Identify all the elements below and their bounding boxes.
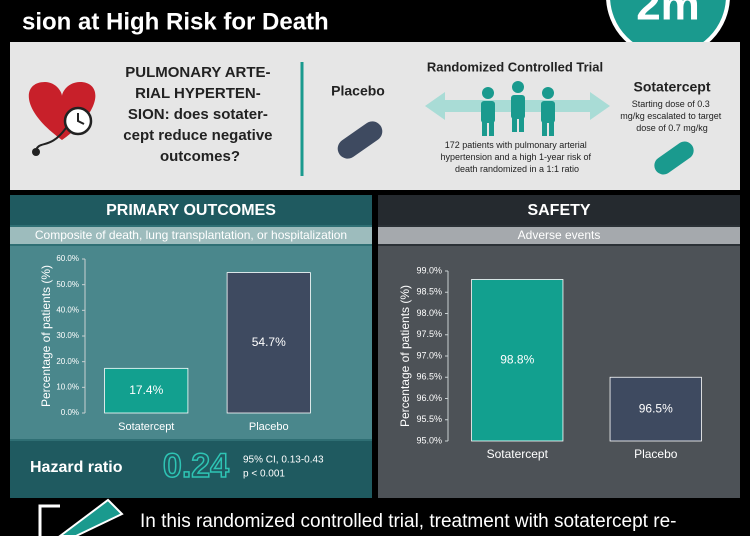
bar (609, 376, 702, 442)
line: SION: does sotater- (128, 106, 268, 123)
y-tick-label: 96.0% (416, 393, 442, 403)
safety-subtitle-bar (378, 227, 740, 244)
y-tick-label: 99.0% (416, 265, 442, 275)
page-title: sion at High Risk for Death (22, 8, 329, 35)
line: PULMONARY ARTE- (125, 64, 270, 81)
bar (471, 279, 564, 442)
line: 172 patients with pulmonary arterial (445, 140, 587, 150)
panel-title: SAFETY (527, 202, 590, 219)
hazard-label: Hazard ratio (30, 459, 123, 476)
safety-header (378, 195, 740, 225)
y-tick-label: 30.0% (56, 331, 79, 340)
dose-description: Starting dose of 0.3 mg/kg escalated to … (620, 99, 724, 133)
panel-subtitle: Adverse events (518, 228, 601, 242)
primary-chart-area (10, 246, 372, 439)
x-tick-label: Sotatercept (118, 421, 174, 433)
y-axis-label: Percentage of patients (%) (398, 285, 412, 427)
panel-subtitle: Composite of death, lung transplantation… (35, 228, 347, 242)
x-tick-label: Sotatercept (487, 447, 549, 461)
logo-text: 2m (636, 0, 700, 30)
y-tick-label: 98.5% (416, 287, 442, 297)
bar (104, 367, 189, 414)
intro-question: PULMONARY ARTE- RIAL HYPERTEN- SION: doe… (123, 64, 276, 165)
hazard-p: p < 0.001 (243, 469, 285, 480)
y-tick-label: 50.0% (56, 280, 79, 289)
y-tick-label: 20.0% (56, 357, 79, 366)
pen-icon (38, 498, 124, 536)
sotatercept-label: Sotatercept (633, 79, 710, 95)
heart-icon (28, 82, 96, 156)
y-tick-label: 95.0% (416, 435, 442, 445)
placebo-label: Placebo (331, 83, 385, 99)
line: death randomized in a 1:1 ratio (455, 164, 579, 174)
bar (226, 272, 311, 414)
value-label: 98.8% (500, 352, 534, 366)
intro-panel (10, 42, 740, 190)
value-label: 96.5% (639, 401, 673, 415)
sotatercept-pill (654, 141, 694, 175)
y-tick-label: 97.0% (416, 350, 442, 360)
y-tick-label: 10.0% (56, 382, 79, 391)
trial-description: 172 patients with pulmonary arterial hyp… (440, 140, 593, 174)
line: outcomes? (160, 148, 240, 165)
trial-title: Randomized Controlled Trial (427, 59, 603, 74)
panel-title: PRIMARY OUTCOMES (106, 202, 276, 219)
y-tick-label: 0.0% (61, 408, 79, 417)
line: dose of 0.7 mg/kg (636, 123, 708, 133)
y-tick-label: 97.5% (416, 329, 442, 339)
line: RIAL HYPERTEN- (135, 85, 261, 102)
value-label: 54.7% (252, 335, 286, 349)
y-tick-label: 96.5% (416, 372, 442, 382)
hazard-value: 0.24 (163, 447, 229, 485)
placebo-pill (337, 121, 383, 159)
y-tick-label: 40.0% (56, 305, 79, 314)
hazard-ci: 95% CI, 0.13-0.43 (243, 455, 324, 466)
primary-header (10, 195, 372, 225)
hazard-row (10, 441, 372, 498)
line: Starting dose of 0.3 (632, 99, 710, 109)
line: cept reduce negative (123, 127, 272, 144)
line: mg/kg escalated to target (620, 111, 722, 121)
value-label: 17.4% (129, 383, 163, 397)
y-tick-label: 60.0% (56, 254, 79, 263)
x-tick-label: Placebo (249, 421, 289, 433)
y-tick-label: 98.0% (416, 308, 442, 318)
x-tick-label: Placebo (634, 447, 678, 461)
people-icon (425, 81, 610, 136)
y-tick-label: 95.5% (416, 414, 442, 424)
footer-text: In this randomized controlled trial, tre… (140, 511, 676, 532)
y-axis-label: Percentage of patients (%) (39, 265, 53, 407)
primary-subtitle-bar (10, 227, 372, 244)
line: hypertension and a high 1-year risk of (440, 152, 591, 162)
